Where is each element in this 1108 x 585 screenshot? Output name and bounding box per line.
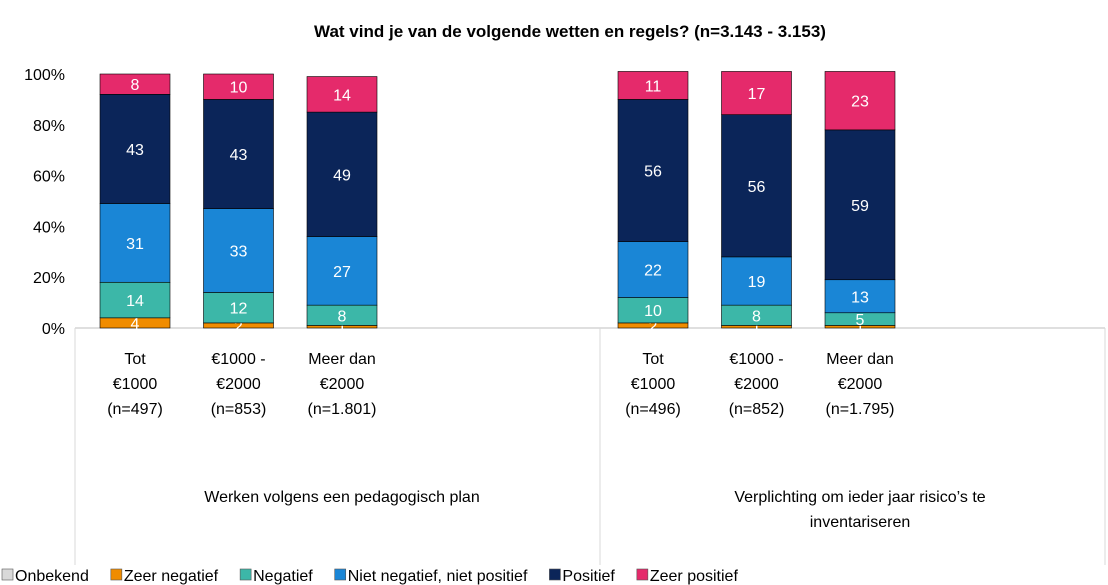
- data-label: 14: [333, 87, 351, 104]
- data-label: 22: [644, 263, 662, 280]
- data-label: 5: [856, 312, 865, 329]
- x-tick-label: Meer dan: [308, 351, 376, 368]
- bar-segment: [824, 279, 896, 314]
- data-label: 59: [851, 198, 869, 215]
- data-label: 8: [752, 308, 761, 325]
- x-tick-label: €1000: [113, 376, 158, 393]
- x-tick-label: €1000 -: [211, 351, 265, 368]
- bar-segment: [721, 114, 792, 258]
- x-tick-label: (n=496): [625, 401, 681, 418]
- x-tick-label: €1000 -: [729, 351, 783, 368]
- bar-segment: [99, 73, 171, 95]
- legend-label: Zeer negatief: [124, 568, 219, 585]
- data-label: 10: [644, 303, 662, 320]
- group-label: inventariseren: [810, 514, 911, 531]
- bar-segment: [306, 76, 378, 113]
- data-label: 17: [748, 86, 766, 103]
- bar-segment: [99, 94, 171, 204]
- group-label: Verplichting om ieder jaar risico’s te: [734, 489, 985, 506]
- y-tick-label: 0%: [42, 321, 65, 338]
- data-label: 23: [851, 94, 869, 111]
- bar-segment: [721, 256, 792, 306]
- x-tick-label: €2000: [838, 376, 883, 393]
- data-label: 1: [856, 320, 865, 337]
- y-tick-label: 80%: [33, 118, 65, 135]
- data-label: 56: [748, 179, 766, 196]
- x-tick-label: €1000: [631, 376, 676, 393]
- data-label: 8: [131, 77, 140, 94]
- chart-title: Wat vind je van de volgende wetten en re…: [314, 22, 826, 41]
- x-tick-label: €2000: [320, 376, 365, 393]
- bar-segment: [203, 292, 274, 324]
- bar-segment: [306, 236, 378, 306]
- data-label: 13: [851, 289, 869, 306]
- legend-label: Negatief: [253, 568, 313, 585]
- data-label: 43: [126, 142, 144, 159]
- bar-segment: [99, 281, 171, 319]
- data-label: 27: [333, 264, 351, 281]
- bar-segment: [203, 208, 274, 293]
- bar-segment: [721, 71, 792, 115]
- legend-swatch: [110, 568, 123, 581]
- x-tick-label: Meer dan: [826, 351, 894, 368]
- data-label: 31: [126, 236, 144, 253]
- bar-segment: [306, 111, 378, 237]
- legend-label: Zeer positief: [650, 568, 739, 585]
- y-tick-label: 40%: [33, 219, 65, 236]
- legend-label: Onbekend: [15, 568, 89, 585]
- data-label: 1: [338, 320, 347, 337]
- data-label: 19: [748, 274, 766, 291]
- bar-segment: [617, 71, 689, 100]
- y-tick-label: 20%: [33, 270, 65, 287]
- data-label: 11: [645, 78, 662, 95]
- legend-swatch: [549, 568, 561, 581]
- bar-segment: [617, 99, 689, 242]
- bar-segment: [203, 73, 274, 100]
- data-label: 10: [230, 80, 248, 97]
- group-label: Werken volgens een pedagogisch plan: [204, 489, 479, 506]
- bar-segment: [617, 241, 689, 298]
- data-label: 12: [230, 301, 248, 318]
- y-tick-label: 100%: [24, 67, 65, 84]
- bar-segment: [203, 99, 274, 209]
- x-tick-label: (n=853): [211, 401, 267, 418]
- data-label: 33: [230, 244, 248, 261]
- x-tick-label: (n=497): [107, 401, 163, 418]
- data-label: 56: [644, 164, 662, 181]
- legend-swatch: [636, 568, 649, 581]
- legend-swatch: [334, 568, 347, 581]
- data-label: 4: [131, 316, 140, 333]
- data-label: 8: [338, 308, 347, 325]
- data-label: 1: [752, 320, 761, 337]
- bar-segment: [824, 71, 896, 131]
- x-tick-label: (n=1.801): [308, 401, 377, 418]
- data-label: 2: [234, 318, 243, 335]
- x-tick-label: Tot: [642, 351, 664, 368]
- x-tick-label: Tot: [124, 351, 146, 368]
- x-tick-label: (n=1.795): [826, 401, 895, 418]
- legend-swatch: [1, 568, 14, 581]
- y-tick-label: 60%: [33, 169, 65, 186]
- data-label: 49: [333, 167, 351, 184]
- bar-segment: [824, 129, 896, 281]
- data-label: 2: [649, 318, 658, 335]
- legend-swatch: [239, 568, 252, 581]
- x-tick-label: €2000: [216, 376, 261, 393]
- x-tick-label: (n=852): [729, 401, 785, 418]
- legend-label: Niet negatief, niet positief: [348, 568, 528, 585]
- x-tick-label: €2000: [734, 376, 779, 393]
- legend-label: Positief: [562, 568, 615, 585]
- data-label: 14: [126, 293, 144, 310]
- data-label: 43: [230, 147, 248, 164]
